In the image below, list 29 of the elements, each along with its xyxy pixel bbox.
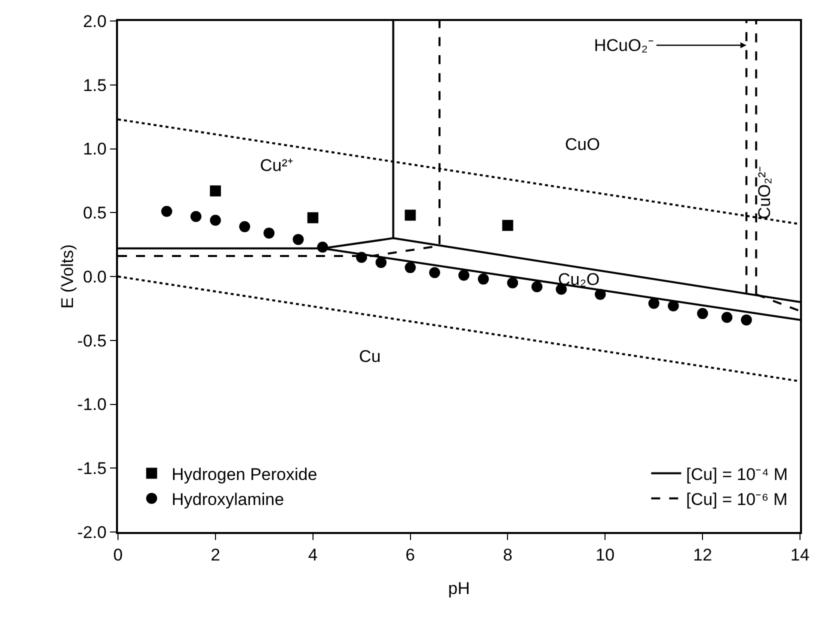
annotation: Cu²⁺	[260, 156, 294, 175]
annotation: CuO	[565, 135, 600, 154]
y-tick-label: 0.0	[82, 267, 107, 286]
annotation: Cu₂O	[558, 270, 600, 289]
legend-label: [Cu] = 10⁻⁴ M	[686, 464, 788, 484]
y-tick-label: 0.5	[82, 204, 107, 223]
annotation: Cu	[359, 347, 381, 366]
y-tick-label: -2.0	[77, 522, 107, 542]
legend-label: [Cu] = 10⁻⁶ M	[686, 490, 788, 509]
x-tick-label: 0	[113, 545, 123, 564]
y-tick-label: -1.0	[77, 395, 107, 414]
x-tick-label: 4	[308, 545, 318, 564]
x-tick-label: 12	[693, 545, 712, 564]
y-tick-label: -0.5	[77, 331, 107, 350]
annotation: HCuO₂⁻	[594, 36, 654, 55]
annotation: CuO₂²⁻	[755, 166, 774, 220]
y-tick-label: 1.0	[82, 140, 107, 159]
y-tick-label: 1.5	[82, 76, 107, 95]
legend-label: Hydroxylamine	[172, 490, 284, 509]
x-tick-label: 8	[502, 545, 512, 564]
x-tick-label: 10	[596, 545, 615, 564]
y-tick-label: 2.0	[82, 12, 107, 31]
x-axis-title: pH	[448, 579, 470, 598]
y-axis-title: E (Volts)	[58, 244, 77, 309]
x-tick-label: 2	[210, 545, 220, 564]
x-tick-label: 14	[790, 545, 810, 564]
y-tick-label: -1.5	[77, 459, 107, 478]
x-tick-label: 6	[406, 545, 416, 564]
legend-label: Hydrogen Peroxide	[172, 464, 318, 484]
